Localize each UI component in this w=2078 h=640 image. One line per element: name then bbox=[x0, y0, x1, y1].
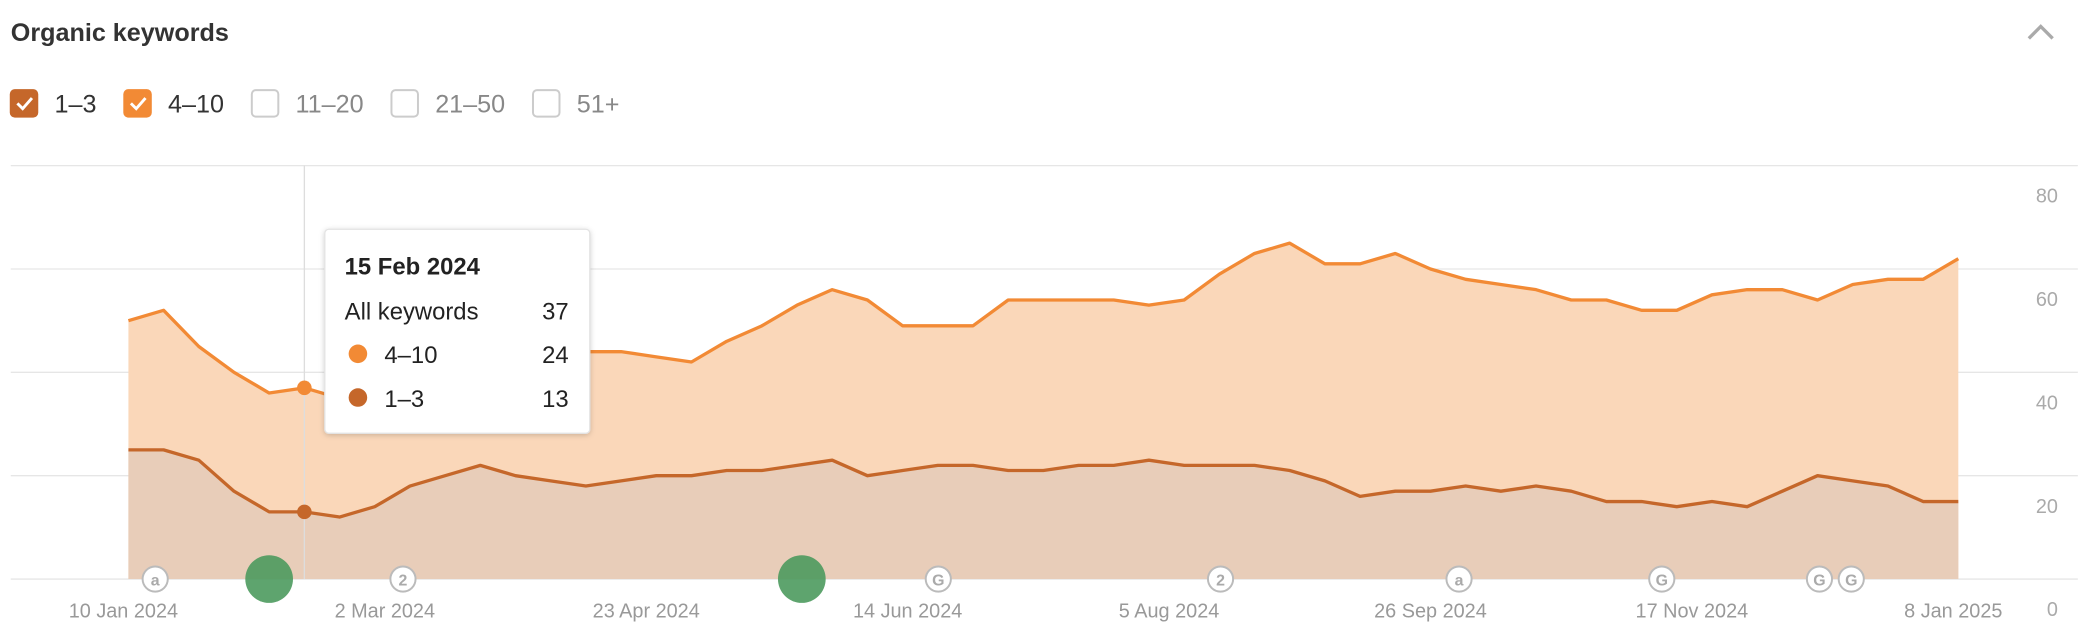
x-tick-label: 23 Apr 2024 bbox=[593, 600, 700, 622]
tooltip-label: All keywords bbox=[345, 298, 479, 325]
tooltip-dot bbox=[348, 388, 368, 407]
checkbox[interactable]: 4–10 bbox=[123, 89, 224, 119]
event-marker[interactable] bbox=[777, 555, 826, 603]
event-icon[interactable]: G bbox=[1805, 565, 1834, 593]
y-tick-label: 40 bbox=[2036, 392, 2058, 414]
panel-title: Organic keywords bbox=[11, 19, 229, 47]
check-mark bbox=[129, 97, 147, 111]
x-tick-label: 17 Nov 2024 bbox=[1636, 600, 1749, 622]
checkbox-box bbox=[390, 89, 419, 118]
checkbox-box bbox=[123, 89, 152, 118]
y-tick-label: 60 bbox=[2036, 289, 2058, 311]
event-icon-label: 2 bbox=[1216, 573, 1225, 590]
checkbox-label: 4–10 bbox=[168, 91, 224, 119]
tooltip-value: 24 bbox=[542, 342, 569, 369]
tooltip-box bbox=[324, 228, 591, 434]
hover-point bbox=[297, 380, 312, 396]
event-icon-circle bbox=[1445, 565, 1473, 593]
x-tick-label: 5 Aug 2024 bbox=[1119, 600, 1220, 622]
checkbox-box bbox=[250, 89, 280, 118]
checkbox[interactable]: 1–3 bbox=[9, 89, 97, 119]
tooltip-date: 15 Feb 2024 bbox=[345, 253, 481, 280]
checkbox-box bbox=[9, 89, 39, 118]
checkbox-label: 11–20 bbox=[296, 91, 364, 119]
plot: 0 20 40 60 80 10 Jan 2024 2 Mar 2024 23 Apr 202… bbox=[10, 164, 2078, 622]
checkbox-label: 1–3 bbox=[54, 91, 96, 119]
tooltip-dot bbox=[348, 344, 368, 364]
event-icon-label: G bbox=[932, 573, 944, 590]
line bbox=[128, 448, 1959, 519]
event-icon-circle bbox=[1206, 565, 1235, 593]
event-icon[interactable]: G bbox=[1648, 565, 1676, 593]
legend: 1–3 4–10 11–20 21–50 51+ bbox=[9, 89, 620, 119]
event-icon[interactable]: 2 bbox=[1206, 565, 1235, 593]
x-tick-label: 2 Mar 2024 bbox=[335, 600, 435, 622]
hover-point bbox=[297, 504, 312, 520]
event-icon-circle bbox=[1648, 565, 1676, 593]
event-icon-label: a bbox=[151, 573, 160, 590]
event-icon-circle bbox=[1805, 565, 1834, 593]
y-tick-label: 0 bbox=[2047, 599, 2058, 621]
y-tick-label: 80 bbox=[2036, 186, 2058, 208]
event-icon-circle bbox=[141, 565, 169, 593]
x-tick-label: 8 Jan 2025 bbox=[1904, 600, 2002, 622]
tooltip-label: 4–10 bbox=[384, 342, 437, 369]
event-icon-label: 2 bbox=[399, 573, 408, 590]
y-tick-label: 20 bbox=[2036, 496, 2058, 518]
checkbox-label: 21–50 bbox=[435, 91, 505, 119]
checkbox[interactable]: 11–20 bbox=[250, 89, 364, 119]
checkbox-box bbox=[531, 89, 561, 118]
event-icon-label: a bbox=[1455, 573, 1464, 590]
x-tick-label: 26 Sep 2024 bbox=[1374, 600, 1487, 622]
event-icon-circle bbox=[1837, 565, 1865, 593]
event-marker[interactable] bbox=[245, 555, 293, 603]
event-icon-label: G bbox=[1845, 573, 1857, 590]
event-icon[interactable]: a bbox=[141, 565, 169, 593]
event-icon-label: G bbox=[1813, 573, 1825, 590]
checkbox-label: 51+ bbox=[577, 91, 620, 119]
event-icon[interactable]: 2 bbox=[389, 565, 417, 593]
checkbox[interactable]: 51+ bbox=[531, 89, 620, 119]
tooltip-label: 1–3 bbox=[384, 386, 424, 413]
check-mark bbox=[16, 97, 34, 111]
event-icon-circle bbox=[924, 565, 952, 593]
event-icon-circle bbox=[389, 565, 417, 593]
checkbox[interactable]: 21–50 bbox=[390, 89, 505, 119]
collapse-button[interactable] bbox=[2027, 24, 2054, 40]
tooltip-value: 37 bbox=[542, 298, 569, 325]
event-icon[interactable]: a bbox=[1445, 565, 1473, 593]
x-tick-label: 14 Jun 2024 bbox=[853, 600, 962, 622]
event-icon[interactable]: G bbox=[924, 565, 952, 593]
x-tick-label: 10 Jan 2024 bbox=[69, 600, 178, 622]
tooltip-value: 13 bbox=[542, 386, 569, 413]
area bbox=[128, 449, 1959, 580]
event-icon[interactable]: G bbox=[1837, 565, 1865, 593]
tooltip: 15 Feb 2024 All keywords 37 4–10 24 1–3 13 bbox=[324, 228, 591, 434]
event-icon-label: G bbox=[1656, 573, 1668, 590]
